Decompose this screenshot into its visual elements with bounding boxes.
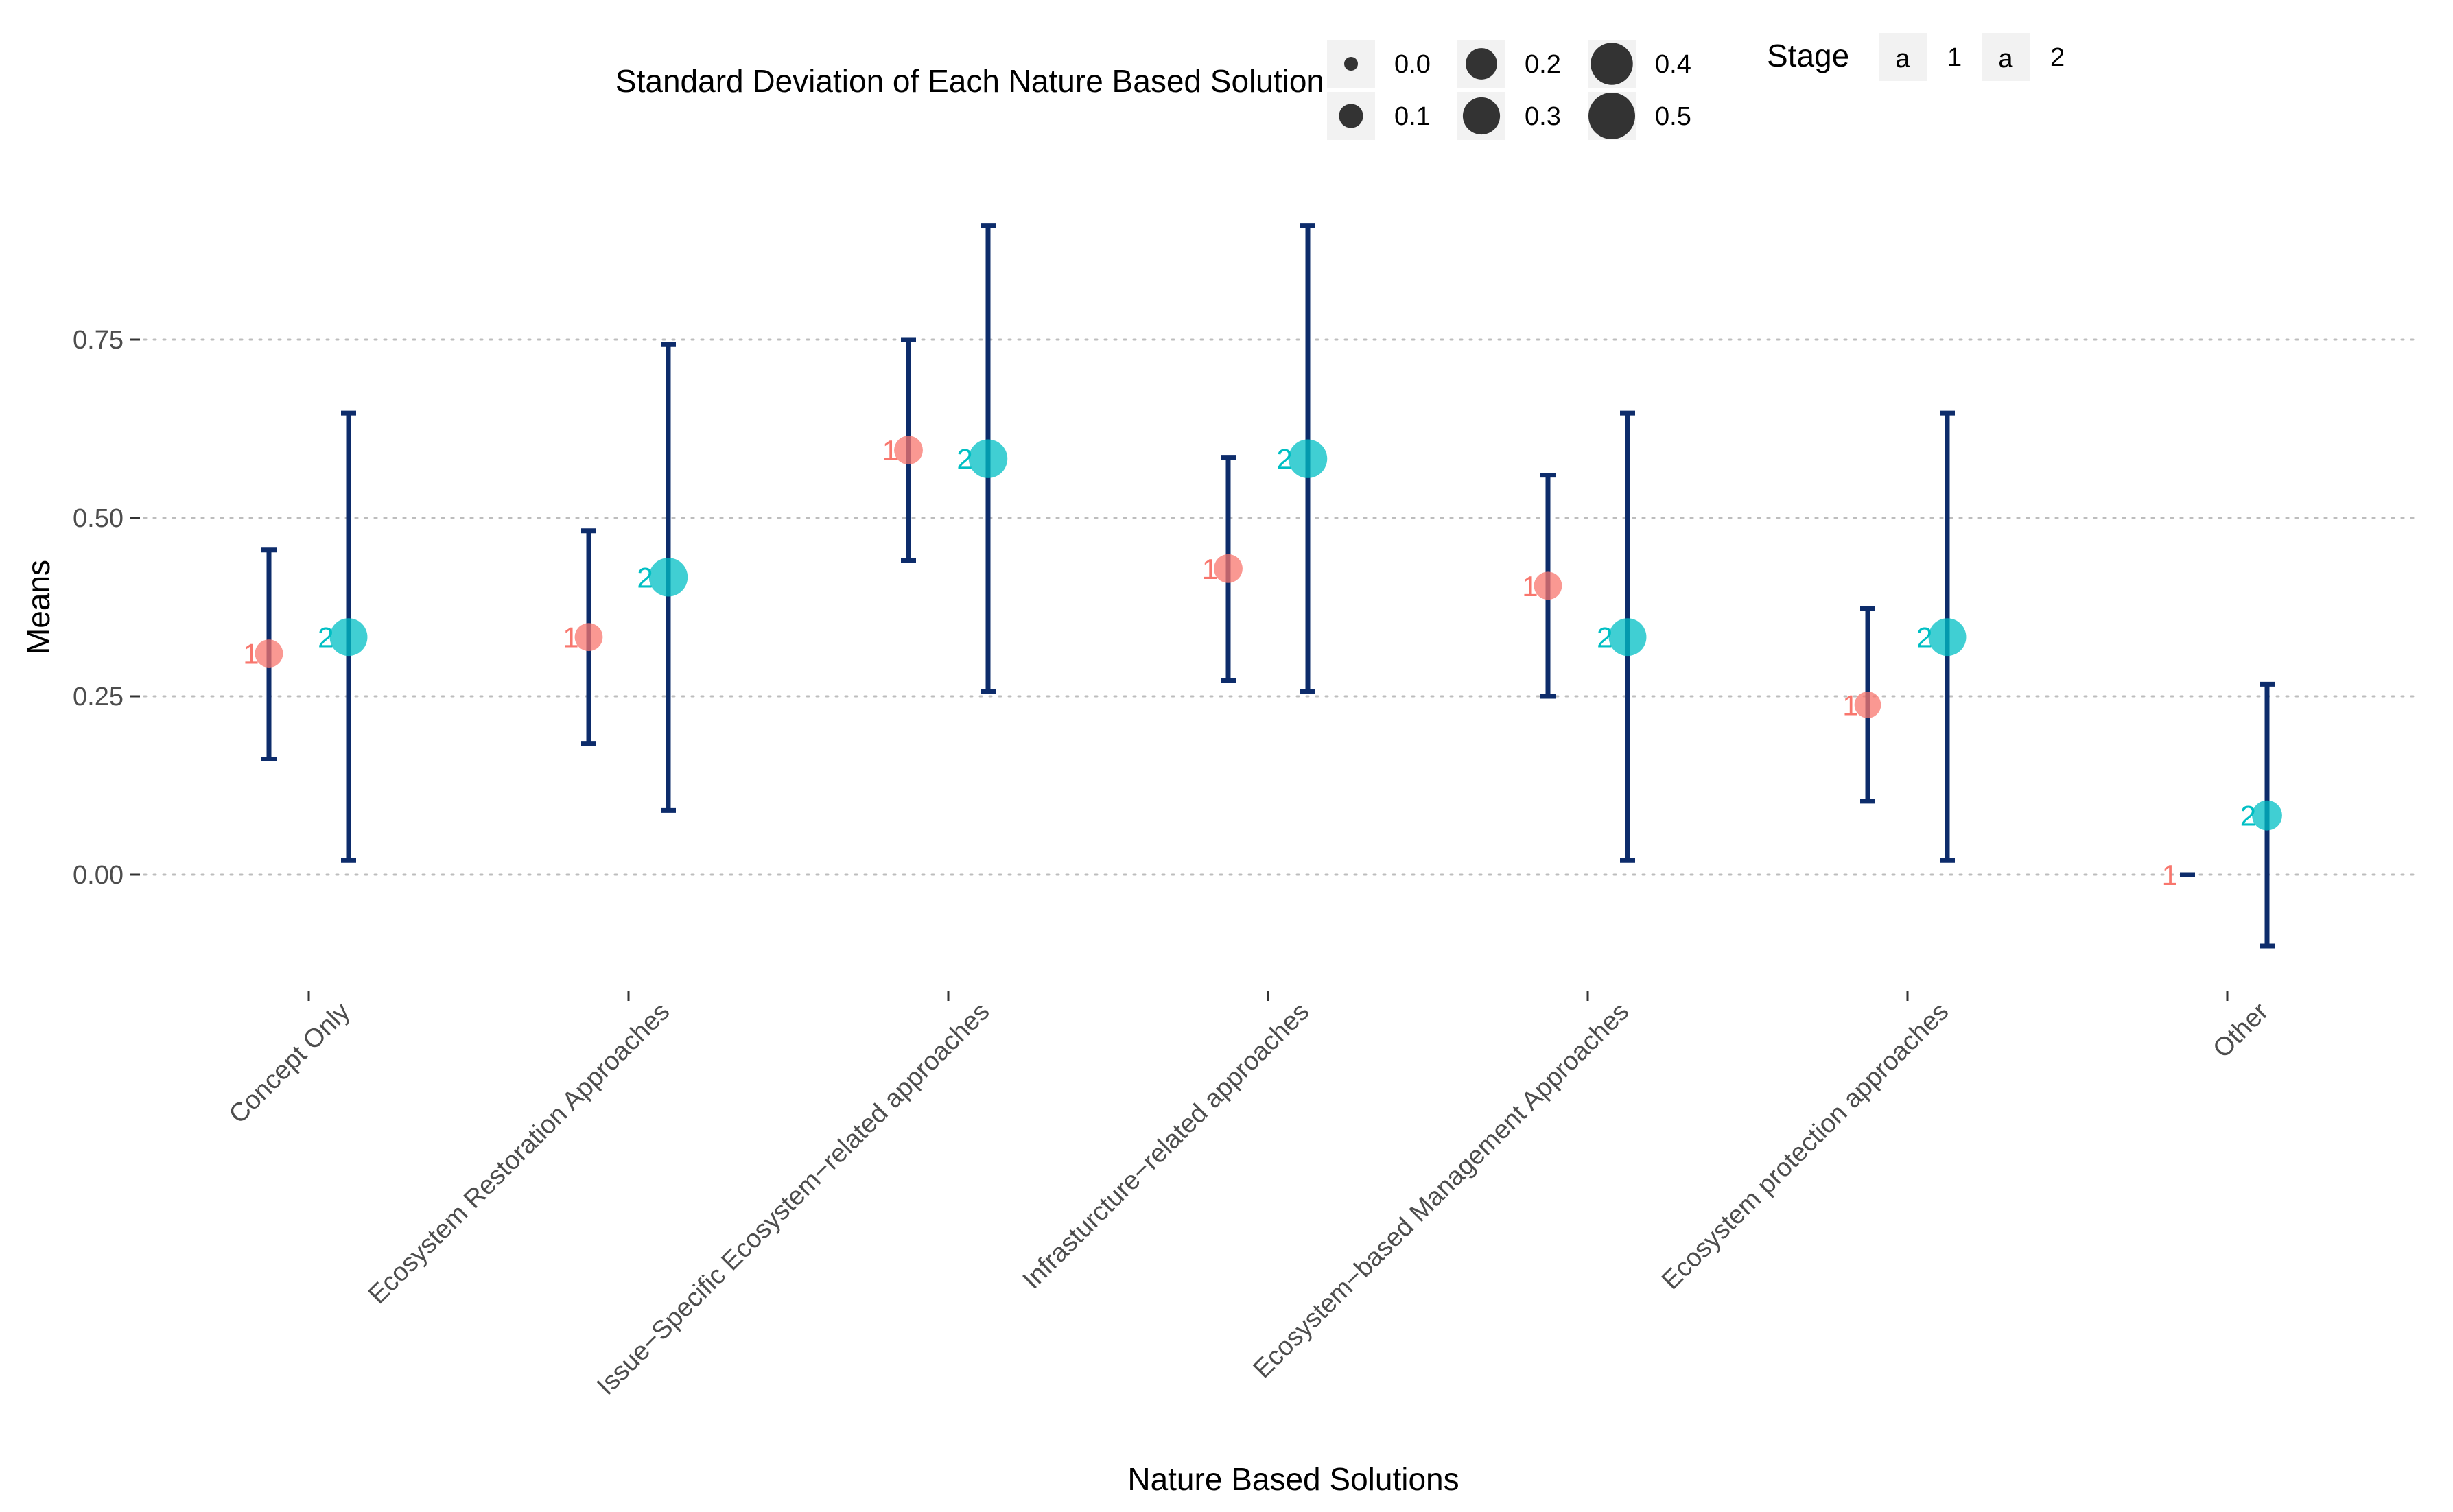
data-point	[1214, 554, 1243, 583]
y-axis-title: Means	[21, 560, 56, 654]
point-label: 2	[637, 561, 653, 593]
data-point	[968, 439, 1008, 478]
data-point	[1854, 692, 1881, 718]
legend-stage-keys: a 1 a 2	[1879, 33, 2065, 81]
data-point	[329, 618, 368, 657]
legend-stage-key	[1879, 33, 1927, 81]
data-point	[255, 639, 283, 668]
point-label: 1	[1522, 570, 1538, 602]
point-label: 1	[2162, 859, 2178, 891]
legend-stage-label: 2	[2050, 43, 2065, 72]
x-tick-label: Other	[2207, 997, 2274, 1063]
data-point	[1928, 618, 1967, 657]
grid-layer	[143, 338, 2417, 876]
legend-stage-glyph: a	[1895, 45, 1910, 73]
data-point	[1608, 618, 1647, 657]
legend-size-dot	[1462, 97, 1501, 135]
legend-size-label: 0.2	[1525, 50, 1561, 79]
legend-size-keys: 0.0 0.1 0.2 0.3 0.4 0.5	[1327, 40, 1691, 140]
point-label: 2	[956, 443, 972, 475]
legend-stage-glyph: a	[1998, 45, 2013, 73]
data-point	[574, 623, 603, 652]
data-point	[894, 436, 923, 465]
point-label: 2	[1276, 443, 1292, 475]
point-label: 2	[1916, 622, 1932, 654]
legend-size-dot	[1344, 57, 1358, 71]
point-label: 1	[1202, 553, 1218, 585]
x-tick-label: Ecosystem Restoration Approaches	[363, 997, 675, 1310]
legend-size-dot	[1588, 93, 1635, 139]
data-point	[648, 558, 688, 597]
point-label: 1	[882, 434, 898, 466]
data-point	[2252, 800, 2282, 831]
point-label: 1	[563, 622, 578, 654]
data-point	[1288, 439, 1328, 478]
point-label: 2	[1597, 622, 1612, 654]
legend: Standard Deviation of Each Nature Based …	[615, 33, 2065, 140]
point-label: 2	[2240, 800, 2256, 832]
legend-stage-title: Stage	[1767, 38, 1849, 73]
legend-size-label: 0.5	[1655, 102, 1691, 131]
y-tick-label: 0.75	[73, 326, 124, 355]
x-tick-label: Ecosystem−based Management Approaches	[1248, 997, 1635, 1384]
legend-stage-key	[1982, 33, 2030, 81]
legend-size-label: 0.0	[1394, 50, 1431, 79]
y-tick-label: 0.25	[73, 683, 124, 711]
x-tick-label: Concept Only	[224, 997, 355, 1129]
y-tick-label: 0.00	[73, 861, 124, 890]
point-label: 1	[1842, 689, 1858, 721]
point-label: 1	[243, 638, 259, 670]
legend-size-label: 0.4	[1655, 50, 1691, 79]
x-tick-label: Ecosystem protection approaches	[1656, 997, 1954, 1295]
legend-size-dot	[1591, 43, 1633, 85]
points: 1 1 1 1 1 1 1 2 2 2 2 2 2 2	[243, 434, 2282, 891]
y-tick-label: 0.50	[73, 504, 124, 533]
legend-stage-label: 1	[1947, 43, 1962, 72]
data-point	[1534, 571, 1562, 600]
legend-size-label: 0.3	[1525, 102, 1561, 131]
error-bars	[261, 223, 2275, 949]
y-axis: 0.00 0.25 0.50 0.75	[73, 326, 140, 890]
legend-size-dot	[1466, 48, 1497, 80]
point-label: 2	[318, 622, 333, 654]
x-axis: Concept Only Ecosystem Restoration Approa…	[224, 991, 2275, 1401]
legend-size-dot	[1339, 104, 1363, 128]
legend-size-label: 0.1	[1394, 102, 1431, 131]
x-tick-label: Issue−Specific Ecosystem−related approac…	[591, 997, 995, 1401]
x-tick-label: Infrasturcture−related approaches	[1018, 997, 1315, 1295]
legend-size-title: Standard Deviation of Each Nature Based …	[615, 63, 1324, 99]
x-axis-title: Nature Based Solutions	[1127, 1461, 1459, 1497]
